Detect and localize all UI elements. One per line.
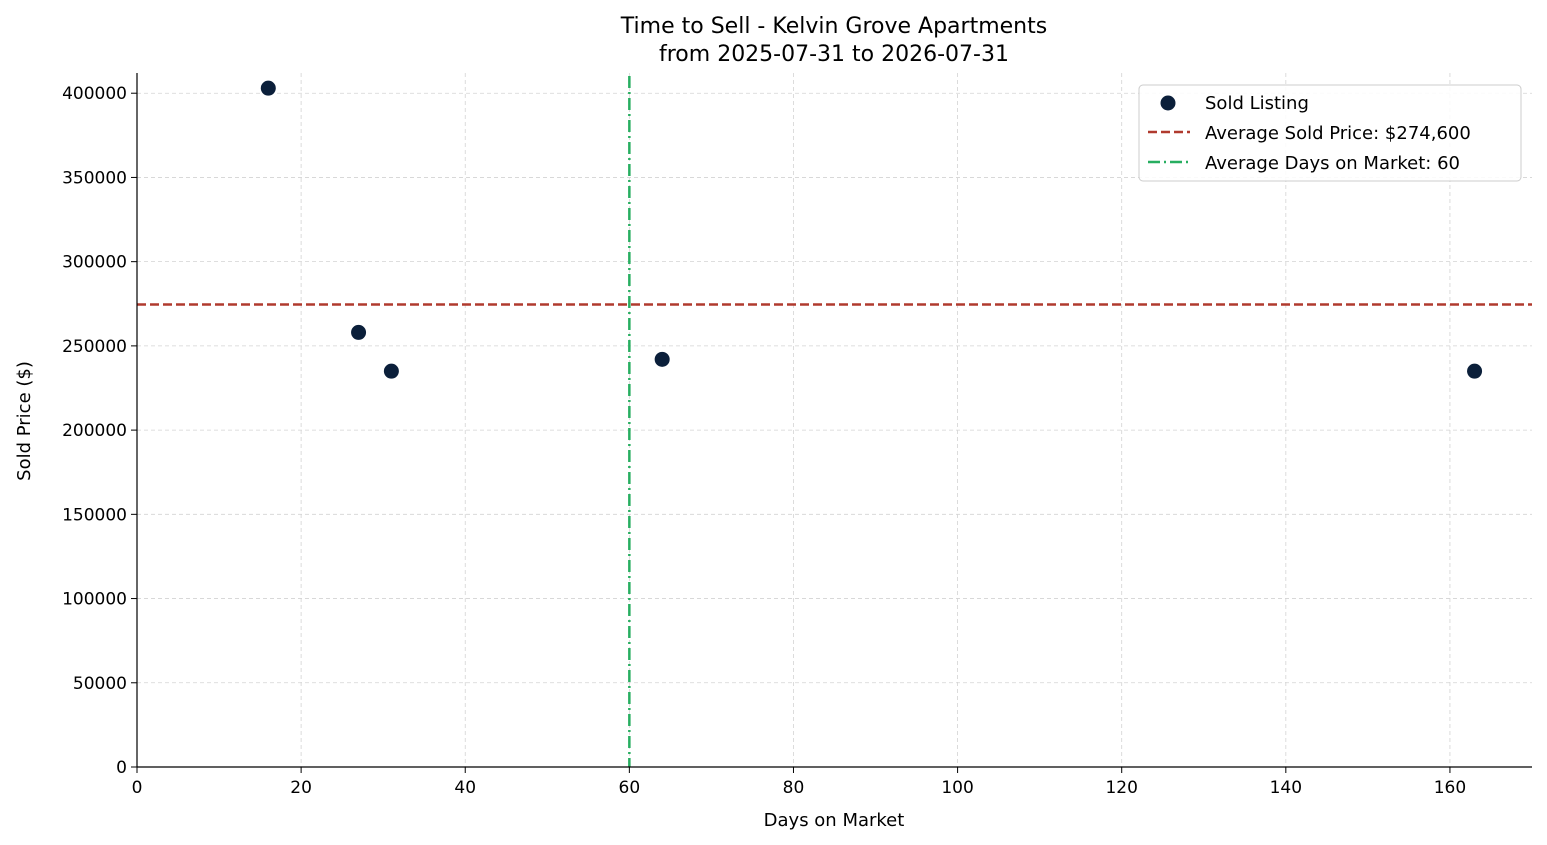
- sold-listing-point: [654, 351, 670, 367]
- y-tick-label: 50000: [73, 674, 127, 694]
- x-tick-label: 80: [783, 778, 805, 798]
- axes: [131, 73, 1532, 773]
- chart-subtitle: from 2025-07-31 to 2026-07-31: [659, 42, 1009, 67]
- y-tick-label: 300000: [62, 253, 127, 273]
- reference-lines: [137, 76, 1532, 767]
- y-axis-label: Sold Price ($): [14, 361, 35, 481]
- sold-listing-point: [383, 363, 399, 379]
- y-tick-label: 200000: [62, 421, 127, 441]
- sold-listing-point: [1467, 363, 1483, 379]
- legend-label-average-days: Average Days on Market: 60: [1205, 153, 1460, 174]
- data-points: [260, 80, 1483, 379]
- legend: Sold Listing Average Sold Price: $274,60…: [1138, 84, 1522, 182]
- legend-label-average-price: Average Sold Price: $274,600: [1205, 123, 1471, 144]
- x-tick-label: 60: [619, 778, 641, 798]
- x-tick-label: 120: [1105, 778, 1137, 798]
- sold-listing-point: [260, 80, 276, 96]
- x-tick-label: 100: [941, 778, 973, 798]
- y-tick-label: 100000: [62, 590, 127, 610]
- x-tick-label: 160: [1434, 778, 1466, 798]
- sold-listing-point: [351, 324, 367, 340]
- y-tick-label: 250000: [62, 337, 127, 357]
- legend-marker-sold-listing: [1160, 95, 1176, 111]
- x-tick-label: 140: [1270, 778, 1302, 798]
- y-tick-label: 0: [116, 758, 127, 778]
- chart-title: Time to Sell - Kelvin Grove Apartments: [620, 14, 1047, 39]
- y-tick-label: 350000: [62, 168, 127, 188]
- x-axis-label: Days on Market: [764, 810, 905, 831]
- x-tick-label: 40: [454, 778, 476, 798]
- x-tick-label: 20: [290, 778, 312, 798]
- tick-labels: 0 20 40 60 80 100 120 140 160 0 50000 100000 150000 2…: [62, 84, 1466, 798]
- legend-box: [1138, 84, 1522, 182]
- y-tick-label: 400000: [62, 84, 127, 104]
- legend-label-sold-listing: Sold Listing: [1205, 93, 1309, 114]
- x-tick-label: 0: [132, 778, 143, 798]
- y-tick-label: 150000: [62, 505, 127, 525]
